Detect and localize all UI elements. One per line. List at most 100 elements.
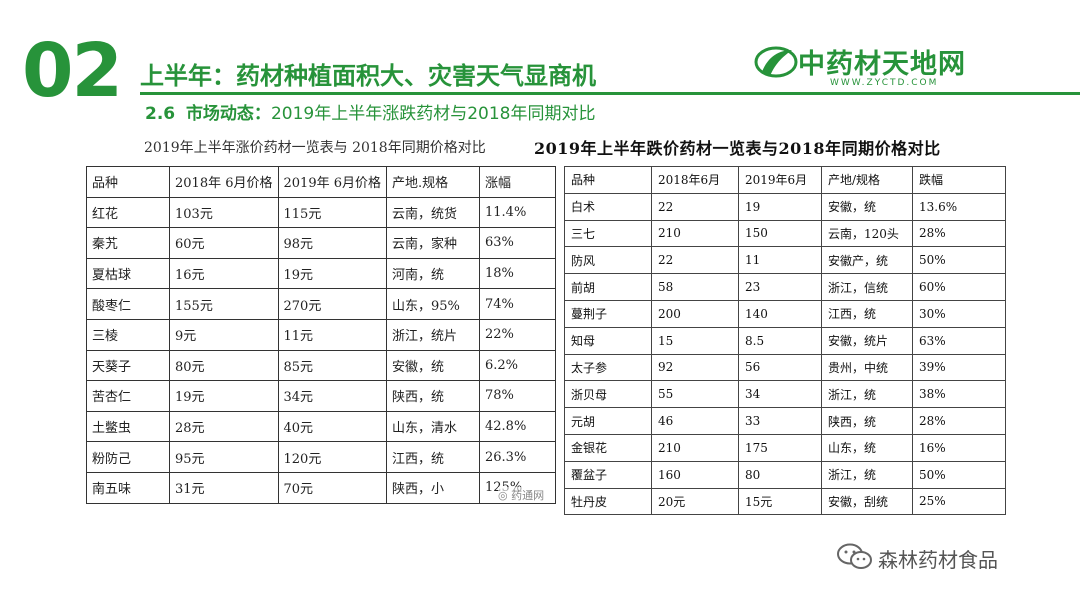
price-rise-table: 品种 2018年 6月价格 2019年 6月价格 产地.规格 涨幅 红花 103元… — [86, 166, 556, 504]
wechat-watermark: 森林药材食品 — [836, 538, 1056, 574]
table-cell: 秦艽 — [86, 227, 170, 259]
table-row: 前胡 58 23 浙江，信统 60% — [564, 273, 1006, 301]
table-cell: 58 — [651, 273, 739, 301]
column-header: 品种 — [86, 166, 170, 198]
table-cell: 防风 — [564, 246, 652, 275]
table-row: 知母 15 8.5 安徽，统片 63% — [564, 326, 1006, 355]
table-cell: 210 — [651, 219, 739, 248]
table-cell: 39% — [912, 353, 1006, 382]
table-cell: 63% — [912, 326, 1006, 355]
table-cell: 覆盆子 — [564, 460, 652, 489]
table-cell: 16% — [912, 433, 1006, 462]
table-cell: 115元 — [277, 196, 387, 229]
table-cell: 28% — [912, 407, 1006, 435]
table-cell: 103元 — [169, 196, 279, 229]
table-cell: 浙贝母 — [564, 380, 652, 409]
column-header: 产地.规格 — [386, 166, 480, 198]
table-cell: 56 — [738, 353, 822, 382]
table-cell: 江西，统 — [386, 441, 480, 473]
table-cell: 知母 — [564, 326, 652, 355]
table-cell: 19元 — [169, 380, 279, 412]
table-row: 土鳖虫 28元 40元 山东，清水 42.8% — [86, 410, 556, 443]
brand-logo: 中药材天地网 WWW.ZYCTD.COM — [754, 40, 1004, 90]
section-subtitle: 2.6 市场动态：2019年上半年涨跌药材与2018年同期对比 — [145, 99, 595, 124]
column-header: 2019年6月 — [738, 166, 822, 194]
section-label: 市场动态： — [185, 104, 271, 124]
table-cell: 42.8% — [479, 410, 556, 443]
table-cell: 15 — [651, 326, 739, 355]
table-cell: 9元 — [169, 318, 279, 351]
table-header-row: 品种 2018年 6月价格 2019年 6月价格 产地.规格 涨幅 — [86, 166, 556, 198]
table-cell: 苦杏仁 — [86, 380, 170, 412]
table-row: 红花 103元 115元 云南，统货 11.4% — [86, 196, 556, 229]
table-row: 元胡 46 33 陕西，统 28% — [564, 407, 1006, 435]
table-cell: 安徽，统 — [386, 349, 480, 382]
table-cell: 蔓荆子 — [564, 299, 652, 328]
table-cell: 金银花 — [564, 433, 652, 462]
table-cell: 13.6% — [912, 192, 1006, 221]
table-cell: 28元 — [169, 410, 279, 443]
table-cell: 天葵子 — [86, 349, 170, 382]
table-header-row: 品种 2018年6月 2019年6月 产地/规格 跌幅 — [564, 166, 1006, 194]
table-cell: 34 — [738, 380, 822, 409]
table-row: 三七 210 150 云南，120头 28% — [564, 219, 1006, 248]
watermark-label: 药通网 — [511, 489, 545, 502]
table-cell: 23 — [738, 273, 822, 301]
table-cell: 三七 — [564, 219, 652, 248]
table-cell: 8.5 — [738, 326, 822, 355]
table-cell: 15元 — [738, 487, 822, 516]
table-row: 白术 22 19 安徽，统 13.6% — [564, 192, 1006, 221]
table-cell: 22% — [479, 318, 556, 351]
table-cell: 74% — [479, 288, 556, 320]
column-header: 跌幅 — [912, 166, 1006, 194]
table-cell: 155元 — [169, 288, 279, 320]
table-cell: 夏枯球 — [86, 257, 170, 290]
table-cell: 28% — [912, 219, 1006, 248]
table-cell: 210 — [651, 433, 739, 462]
table-cell: 山东，统 — [821, 433, 913, 462]
right-table-caption: 2019年上半年跌价药材一览表与2018年同期价格对比 — [534, 139, 941, 158]
left-table-caption: 2019年上半年涨价药材一览表与 2018年同期价格对比 — [144, 140, 486, 156]
table-cell: 63% — [479, 227, 556, 259]
table-row: 苦杏仁 19元 34元 陕西，统 78% — [86, 380, 556, 412]
table-cell: 酸枣仁 — [86, 288, 170, 320]
table-cell: 云南，统货 — [386, 196, 480, 229]
section-index: 2.6 — [145, 104, 176, 124]
column-header: 2018年 6月价格 — [169, 166, 279, 198]
table-cell: 55 — [651, 380, 739, 409]
table-cell: 92 — [651, 353, 739, 382]
table-cell: 60% — [912, 273, 1006, 301]
column-header: 2018年6月 — [651, 166, 739, 194]
table-cell: 18% — [479, 257, 556, 290]
table-cell: 16元 — [169, 257, 279, 290]
table-cell: 120元 — [277, 441, 387, 473]
table-cell: 安徽，刮统 — [821, 487, 913, 516]
table-row: 覆盆子 160 80 浙江，统 50% — [564, 460, 1006, 489]
column-header: 产地/规格 — [821, 166, 913, 194]
table-cell: 南五味 — [86, 471, 170, 504]
wechat-icon — [837, 543, 872, 569]
logo-url: WWW.ZYCTD.COM — [830, 78, 939, 88]
logo-name: 中药材天地网 — [798, 49, 966, 80]
table-cell: 30% — [912, 299, 1006, 328]
table-cell: 25% — [912, 487, 1006, 516]
leaf-logo-icon — [754, 46, 798, 78]
table-cell: 60元 — [169, 227, 279, 259]
table-cell: 160 — [651, 460, 739, 489]
column-header: 涨幅 — [479, 166, 556, 198]
table-cell: 95元 — [169, 441, 279, 473]
table-cell: 山东，清水 — [386, 410, 480, 443]
table-cell: 40元 — [277, 410, 387, 443]
table-cell: 150 — [738, 219, 822, 248]
table-cell: 175 — [738, 433, 822, 462]
table-cell: 三棱 — [86, 318, 170, 351]
table-cell: 31元 — [169, 471, 279, 504]
table-cell: 33 — [738, 407, 822, 435]
table-row: 牡丹皮 20元 15元 安徽，刮统 25% — [564, 487, 1006, 516]
table-row: 夏枯球 16元 19元 河南，统 18% — [86, 257, 556, 290]
table-cell: 80元 — [169, 349, 279, 382]
table-cell: 贵州，中统 — [821, 353, 913, 382]
table-cell: 11元 — [277, 318, 387, 351]
table-cell: 浙江，统 — [821, 380, 913, 409]
table-cell: 安徽产，统 — [821, 246, 913, 275]
